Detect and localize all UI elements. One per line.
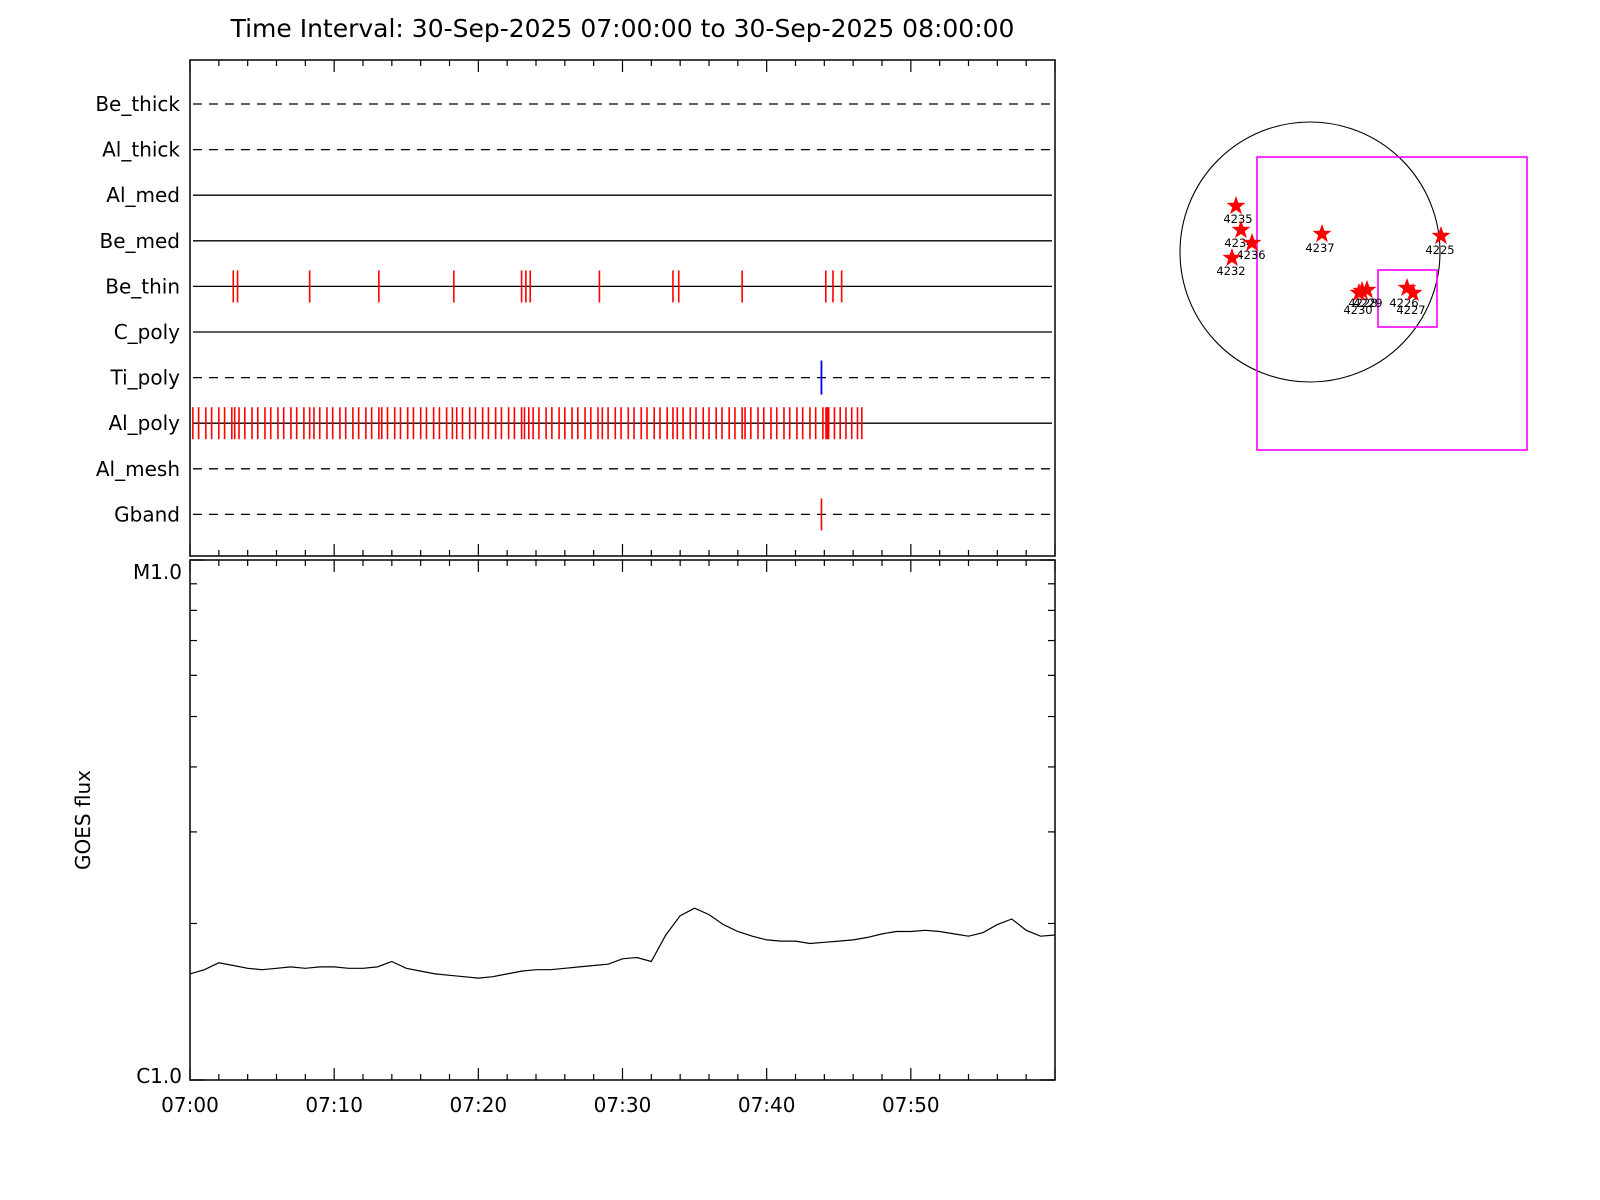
goes-ytick-label-M1.0: M1.0	[133, 560, 182, 584]
channel-label-C_poly: C_poly	[114, 320, 180, 344]
active-region-star-4225	[1431, 226, 1451, 245]
fov-box-1	[1377, 269, 1438, 328]
channel-label-Be_med: Be_med	[99, 229, 180, 253]
active-region-star-4232	[1222, 248, 1242, 267]
channel-label-Be_thin: Be_thin	[105, 274, 180, 298]
solar-disk	[1179, 121, 1441, 383]
goes-xtick-label-07:00: 07:00	[161, 1093, 219, 1117]
timeline-panel-border	[189, 59, 1056, 557]
active-region-label-4234: 4234	[1224, 236, 1253, 250]
chart-title: Time Interval: 30-Sep-2025 07:00:00 to 3…	[230, 14, 1015, 43]
channel-label-Al_mesh: Al_mesh	[96, 457, 180, 481]
active-region-label-4235: 4235	[1223, 212, 1252, 226]
active-region-label-4225: 4225	[1425, 243, 1454, 257]
channel-label-Be_thick: Be_thick	[95, 92, 180, 116]
active-region-label-4232: 4232	[1216, 264, 1245, 278]
active-region-label-4226: 4226	[1389, 296, 1418, 310]
active-region-star-4236	[1242, 233, 1262, 252]
active-region-star-4235	[1226, 196, 1246, 215]
active-region-label-4228: 4228	[1348, 296, 1377, 310]
active-region-label-4237: 4237	[1305, 241, 1334, 255]
goes-flux-curve	[189, 907, 1056, 979]
goes-xtick-label-07:20: 07:20	[450, 1093, 508, 1117]
channel-label-Ti_poly: Ti_poly	[110, 366, 181, 390]
active-region-star-4234	[1231, 220, 1251, 239]
active-region-label-4236: 4236	[1236, 248, 1265, 262]
active-region-star-4230	[1349, 283, 1369, 302]
channel-label-Al_poly: Al_poly	[108, 411, 180, 435]
goes-ylabel: GOES flux	[71, 770, 95, 870]
channel-label-Gband: Gband	[114, 502, 180, 526]
goes-ytick-label-C1.0: C1.0	[136, 1064, 182, 1088]
active-region-star-4226	[1397, 278, 1417, 297]
active-region-label-4230: 4230	[1343, 303, 1372, 317]
active-region-label-4227: 4227	[1396, 303, 1425, 317]
goes-xtick-label-07:30: 07:30	[594, 1093, 652, 1117]
active-region-star-4237	[1312, 224, 1332, 243]
goes-xtick-label-07:10: 07:10	[305, 1093, 363, 1117]
active-region-label-4229: 4229	[1353, 296, 1382, 310]
fov-box-0	[1256, 156, 1528, 451]
goes-panel-border	[189, 559, 1056, 1081]
channel-label-Al_med: Al_med	[106, 183, 180, 207]
goes-xtick-label-07:50: 07:50	[882, 1093, 940, 1117]
goes-xtick-label-07:40: 07:40	[738, 1093, 796, 1117]
active-region-star-4227	[1403, 283, 1423, 302]
channel-label-Al_thick: Al_thick	[102, 138, 180, 162]
